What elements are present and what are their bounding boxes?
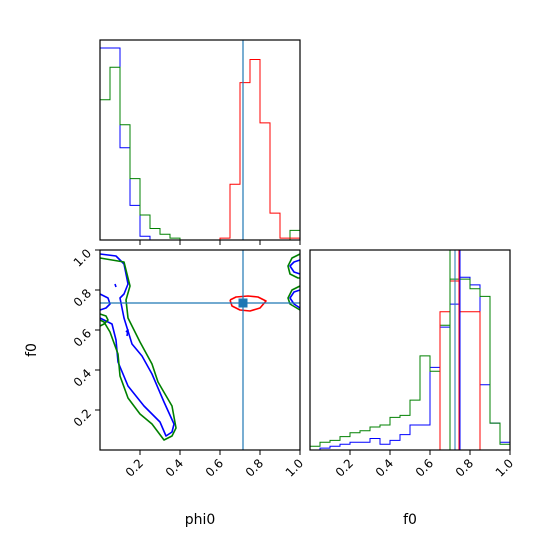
f0-marginal-truth-lines bbox=[449, 250, 461, 450]
f0-histogram-series bbox=[319, 276, 511, 450]
contour-line bbox=[125, 329, 129, 337]
x-tick-label: 0.2 bbox=[123, 456, 146, 479]
x-axis-label: f0 bbox=[403, 512, 417, 528]
y-axis-label: f0 bbox=[24, 343, 40, 357]
f0-marginal-series bbox=[309, 276, 511, 450]
phi0-histogram-series bbox=[219, 59, 301, 240]
f0-marginal-panel: 0.2 0.4 0.6 0.8 1.0 f0 bbox=[309, 249, 516, 528]
phi0-f0-panel: 0.2 0.4 0.6 0.8 1.0 0.2 0.4 0.6 0.8 1.0 … bbox=[24, 246, 306, 528]
contour-line bbox=[99, 313, 109, 327]
x-tick-label: 0.6 bbox=[203, 456, 226, 479]
contour-line bbox=[99, 257, 177, 441]
f0-marginal-frame bbox=[309, 249, 511, 451]
y-tick-label: 0.2 bbox=[71, 406, 94, 429]
phi0-marginal-series bbox=[99, 47, 301, 241]
x-tick-label: 0.2 bbox=[333, 456, 356, 479]
phi0-marginal-ticks bbox=[139, 240, 301, 245]
truth-marker bbox=[238, 298, 248, 308]
x-tick-label: 1.0 bbox=[283, 456, 306, 479]
x-tick-label: 1.0 bbox=[493, 456, 516, 479]
contour-line bbox=[114, 283, 117, 288]
f0-histogram-series bbox=[309, 278, 511, 450]
contour-line bbox=[287, 253, 301, 279]
x-tick-label: 0.8 bbox=[243, 456, 266, 479]
contour-line bbox=[99, 293, 111, 311]
phi0-marginal-panel bbox=[99, 39, 301, 245]
y-tick-label: 0.8 bbox=[71, 286, 94, 309]
f0-y-ticks: 0.2 0.4 0.6 0.8 1.0 bbox=[71, 246, 100, 430]
x-tick-label: 0.6 bbox=[413, 456, 436, 479]
phi0-f0-contours bbox=[99, 253, 301, 441]
x-axis-label: phi0 bbox=[185, 512, 216, 528]
x-tick-label: 0.4 bbox=[163, 456, 186, 479]
f0-x-ticks: 0.2 0.4 0.6 0.8 1.0 bbox=[333, 450, 516, 480]
x-tick-label: 0.4 bbox=[373, 456, 396, 479]
phi0-histogram-series bbox=[99, 47, 151, 240]
y-tick-label: 1.0 bbox=[71, 246, 94, 269]
contour-line bbox=[289, 259, 301, 275]
phi0-f0-frame bbox=[99, 249, 301, 451]
y-tick-label: 0.4 bbox=[71, 366, 94, 389]
y-tick-label: 0.6 bbox=[71, 326, 94, 349]
phi0-marginal-frame bbox=[99, 39, 301, 241]
contour-line bbox=[229, 295, 267, 312]
contour-line bbox=[287, 285, 301, 311]
phi0-x-ticks: 0.2 0.4 0.6 0.8 1.0 bbox=[123, 450, 306, 480]
contour-line bbox=[289, 289, 301, 309]
contour-line bbox=[99, 253, 175, 437]
x-tick-label: 0.8 bbox=[453, 456, 476, 479]
